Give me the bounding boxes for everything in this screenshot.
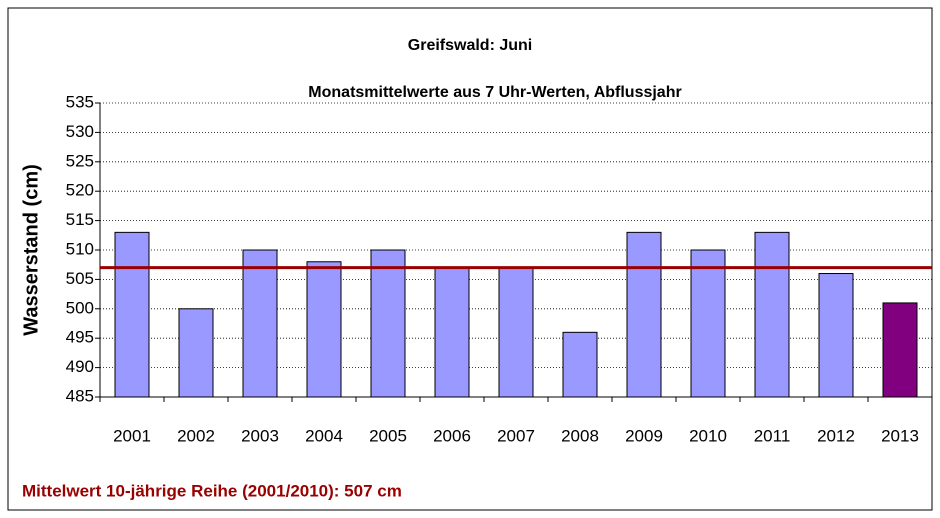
bar — [626, 231, 662, 398]
bar — [562, 331, 598, 398]
y-tick-label: 500 — [66, 298, 94, 317]
bar — [434, 267, 470, 398]
x-tick-label: 2001 — [113, 426, 151, 445]
y-tick-label: 510 — [66, 239, 94, 258]
y-tick-label: 495 — [66, 328, 94, 347]
bar — [242, 249, 278, 398]
bar — [690, 249, 726, 398]
y-tick-label: 525 — [66, 151, 94, 170]
y-axis-label: Wasserstand (cm) — [20, 164, 42, 336]
x-tick-label: 2011 — [754, 426, 791, 445]
y-tick-label: 515 — [66, 210, 94, 229]
x-tick-label: 2004 — [305, 426, 343, 445]
bar — [882, 302, 918, 398]
x-tick-label: 2003 — [241, 426, 279, 445]
annotation: Mittelwert 10-jährige Reihe (2001/2010):… — [22, 481, 402, 500]
x-tick-label: 2002 — [177, 426, 215, 445]
y-tick-label: 485 — [66, 386, 94, 405]
bar — [114, 231, 150, 398]
y-tick-label: 535 — [66, 92, 94, 111]
x-tick-label: 2006 — [433, 426, 471, 445]
bar — [178, 308, 214, 398]
x-tick-label: 2012 — [817, 426, 855, 445]
x-tick-label: 2009 — [625, 426, 663, 445]
bar — [754, 231, 790, 398]
x-tick-label: 2008 — [561, 426, 599, 445]
chart-title: Greifswald: Juni — [408, 37, 532, 54]
y-tick-label: 530 — [66, 122, 94, 141]
bar — [818, 273, 854, 398]
y-tick-label: 490 — [66, 357, 94, 376]
y-tick-label: 520 — [66, 181, 94, 200]
x-tick-label: 2010 — [689, 426, 727, 445]
x-tick-label: 2013 — [881, 426, 919, 445]
bar — [306, 261, 342, 398]
bar — [370, 249, 406, 398]
chart-subtitle: Monatsmittelwerte aus 7 Uhr-Werten, Abfl… — [308, 84, 681, 101]
x-tick-label: 2007 — [497, 426, 535, 445]
y-tick-label: 505 — [66, 269, 94, 288]
x-tick-label: 2005 — [369, 426, 407, 445]
bar — [498, 267, 534, 398]
